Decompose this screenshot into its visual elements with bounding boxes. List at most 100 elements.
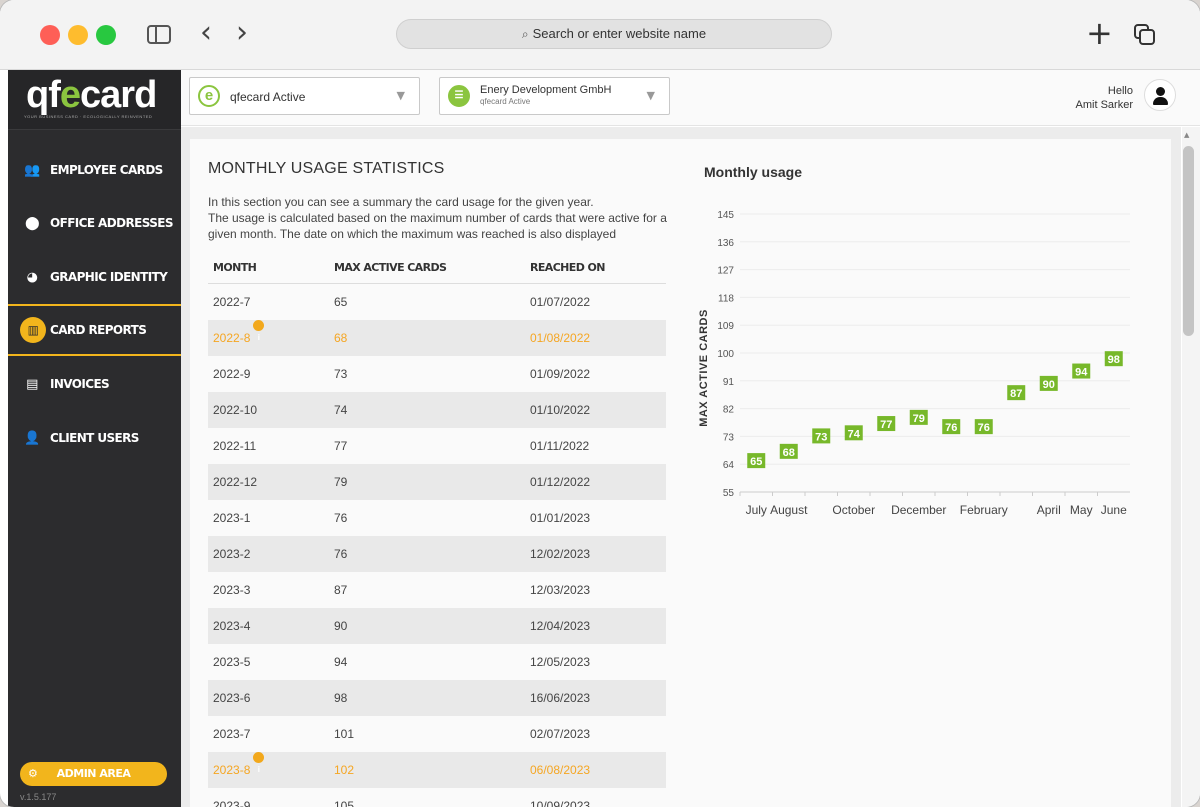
info-icon[interactable]: i: [253, 752, 265, 774]
address-bar[interactable]: ⌕ Search or enter website name: [396, 19, 832, 49]
y-tick-label: 73: [723, 432, 735, 443]
data-label: 73: [815, 431, 827, 443]
data-point-marker: [844, 425, 863, 441]
table-row: 2023-5 94 12/05/2023: [208, 644, 666, 680]
back-arrow-icon[interactable]: ‹: [200, 15, 212, 50]
cell-reached-on: 12/03/2023: [530, 583, 591, 597]
scrollbar-thumb[interactable]: [1183, 146, 1194, 336]
cell-reached-on: 01/07/2022: [530, 295, 591, 309]
cell-month: 2022-9: [213, 367, 251, 381]
usage-table: MONTH MAX ACTIVE CARDS REACHED ON 2022-7…: [208, 252, 666, 807]
data-label: 98: [1108, 354, 1120, 366]
data-point-marker: [747, 453, 766, 469]
sidebar-item-label: EMPLOYEE CARDS: [50, 163, 163, 177]
data-point-marker: [974, 419, 993, 435]
sidebar-item-invoices[interactable]: ▤ INVOICES: [8, 358, 181, 410]
chart-icon: ▥: [20, 317, 46, 343]
column-header-max-active-cards[interactable]: MAX ACTIVE CARDS: [334, 261, 447, 274]
document-icon: ▤: [26, 376, 38, 392]
data-label: 77: [880, 419, 892, 431]
cell-max-active-cards: 101: [334, 727, 355, 741]
table-row: 2023-3 87 12/03/2023: [208, 572, 666, 608]
minimize-window-button[interactable]: [68, 25, 88, 45]
admin-area-button[interactable]: ⚙ ADMIN AREA: [20, 762, 167, 786]
x-tick-label: April: [1037, 503, 1061, 517]
table-row: 2022-9 73 01/09/2022: [208, 356, 666, 392]
y-tick-label: 55: [723, 488, 735, 499]
x-tick-label: June: [1101, 503, 1127, 517]
product-select[interactable]: e qfecard Active ▼: [189, 77, 420, 115]
cell-max-active-cards: 90: [334, 619, 348, 633]
column-header-reached-on[interactable]: REACHED ON: [530, 261, 605, 274]
x-tick-label: May: [1070, 503, 1093, 517]
users-icon: 👥: [24, 162, 40, 178]
y-tick-label: 127: [717, 266, 734, 277]
sidebar-item-label: CARD REPORTS: [50, 323, 147, 337]
x-tick-label: August: [770, 503, 808, 517]
sidebar-item-label: OFFICE ADDRESSES: [50, 216, 173, 230]
sidebar-item-label: GRAPHIC IDENTITY: [50, 270, 168, 284]
admin-area-label: ADMIN AREA: [56, 767, 131, 780]
sidebar: qfecard YOUR BUSINESS CARD · ECOLOGICALL…: [8, 70, 181, 807]
cell-reached-on: 01/08/2022: [530, 331, 591, 345]
cell-month: 2023-1: [213, 511, 251, 525]
brand-logo: qfecard: [26, 74, 157, 116]
sidebar-item-graphic-identity[interactable]: ◕ GRAPHIC IDENTITY: [8, 251, 181, 303]
scroll-up-arrow-icon[interactable]: ▲: [1184, 131, 1190, 139]
data-point-marker: [1039, 375, 1058, 391]
table-row: 2023-8 i 102 06/08/2023: [208, 752, 666, 788]
search-icon: ⌕: [521, 27, 529, 41]
table-row: 2022-11 77 01/11/2022: [208, 428, 666, 464]
data-point-marker: [1104, 351, 1123, 367]
company-select[interactable]: ☰ Enery Development GmbH qfecard Active …: [439, 77, 670, 115]
greeting-text: Hello: [1107, 85, 1133, 97]
cell-month: 2023-7: [213, 727, 251, 741]
cell-max-active-cards: 98: [334, 691, 348, 705]
cell-reached-on: 12/04/2023: [530, 619, 591, 633]
cell-max-active-cards: 76: [334, 547, 348, 561]
sidebar-item-employee-cards[interactable]: 👥 EMPLOYEE CARDS: [8, 144, 181, 196]
cell-month: 2023-3: [213, 583, 251, 597]
company-icon: ☰: [448, 85, 470, 107]
chevron-down-icon: ▼: [396, 89, 405, 102]
x-tick-label: February: [960, 503, 1008, 517]
table-row: 2023-6 98 16/06/2023: [208, 680, 666, 716]
maximize-window-button[interactable]: [96, 25, 116, 45]
forward-arrow-icon[interactable]: ›: [236, 15, 248, 50]
cell-reached-on: 01/01/2023: [530, 511, 591, 525]
table-row: 2023-4 90 12/04/2023: [208, 608, 666, 644]
table-row: 2022-10 74 01/10/2022: [208, 392, 666, 428]
cell-reached-on: 16/06/2023: [530, 691, 591, 705]
sidebar-item-card-reports[interactable]: ▥ CARD REPORTS: [8, 304, 181, 356]
cell-reached-on: 12/02/2023: [530, 547, 591, 561]
data-point-marker: [909, 409, 928, 425]
sidebar-item-office-addresses[interactable]: ⬤ OFFICE ADDRESSES: [8, 197, 181, 249]
y-axis-title: MAX ACTIVE CARDS: [698, 309, 710, 427]
sidebar-toggle-icon[interactable]: [147, 25, 171, 44]
tab-overview-icon[interactable]: [1134, 24, 1156, 46]
data-label: 68: [783, 447, 795, 459]
cell-max-active-cards: 102: [334, 763, 355, 777]
cell-max-active-cards: 73: [334, 367, 348, 381]
cell-reached-on: 06/08/2023: [530, 763, 591, 777]
info-icon[interactable]: i: [253, 320, 265, 342]
sidebar-item-client-users[interactable]: 👤 CLIENT USERS: [8, 412, 181, 464]
close-window-button[interactable]: [40, 25, 60, 45]
data-label: 94: [1075, 367, 1088, 379]
cell-max-active-cards: 68: [334, 331, 348, 345]
user-name: Amit Sarker: [1075, 99, 1133, 111]
data-label: 76: [945, 422, 957, 434]
data-label: 79: [913, 413, 925, 425]
cell-max-active-cards: 105: [334, 799, 355, 807]
new-tab-plus-icon[interactable]: +: [1086, 14, 1113, 52]
data-label: 87: [1010, 388, 1022, 400]
y-tick-label: 109: [717, 321, 734, 332]
user-avatar-icon[interactable]: [1144, 79, 1176, 111]
table-row: 2023-9 105 10/09/2023: [208, 788, 666, 807]
data-label: 74: [848, 428, 861, 440]
cell-month: 2022-8 i: [213, 320, 265, 356]
y-tick-label: 64: [723, 460, 735, 471]
brand-logo-area[interactable]: qfecard YOUR BUSINESS CARD · ECOLOGICALL…: [8, 70, 181, 130]
data-point-marker: [812, 428, 831, 444]
column-header-month[interactable]: MONTH: [213, 261, 257, 274]
